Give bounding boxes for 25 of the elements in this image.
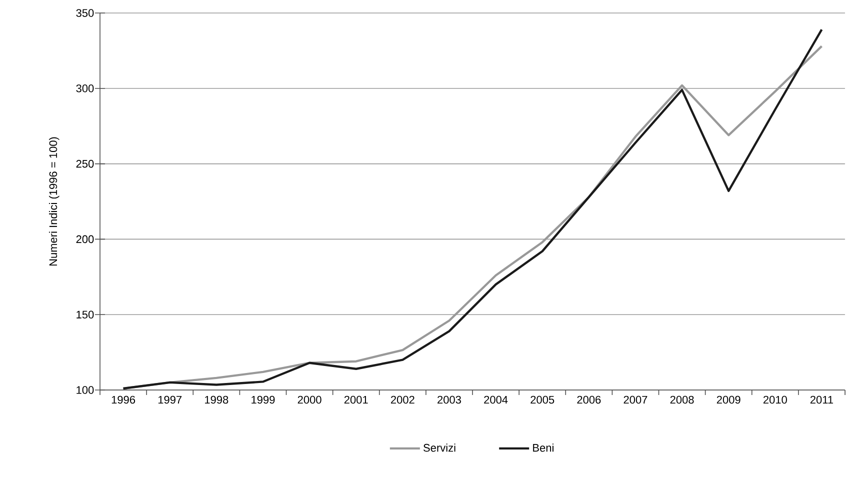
y-tick-label: 350: [76, 9, 94, 17]
legend-label: Servizi: [424, 444, 456, 452]
legend-label: Beni: [533, 444, 554, 452]
y-axis-title: Numeri Indici (1996 = 100): [49, 137, 60, 266]
x-tick-label: 2010: [763, 396, 787, 404]
x-tick-label: 2002: [390, 396, 414, 404]
x-tick-label: 2011: [810, 396, 834, 404]
y-tick-label: 300: [76, 84, 94, 92]
x-tick-label: 2000: [298, 396, 322, 404]
x-tick-label: 2004: [484, 396, 508, 404]
x-tick-label: 2009: [716, 396, 740, 404]
x-tick-label: 2008: [670, 396, 694, 404]
x-tick-label: 2001: [344, 396, 368, 404]
x-tick-label: 2003: [438, 396, 461, 404]
x-tick-label: 2005: [530, 396, 554, 404]
x-tick-label: 1996: [112, 396, 136, 404]
x-tick-label: 2006: [577, 396, 601, 404]
x-tick-label: 2007: [624, 396, 648, 404]
y-tick-label: 200: [76, 235, 94, 244]
x-tick-label: 1999: [252, 396, 275, 404]
x-tick-label: 1998: [205, 396, 228, 404]
y-tick-label: 100: [76, 386, 94, 394]
y-tick-label: 250: [76, 160, 94, 168]
y-tick-label: 150: [76, 310, 94, 318]
x-tick-label: 1997: [158, 396, 182, 404]
